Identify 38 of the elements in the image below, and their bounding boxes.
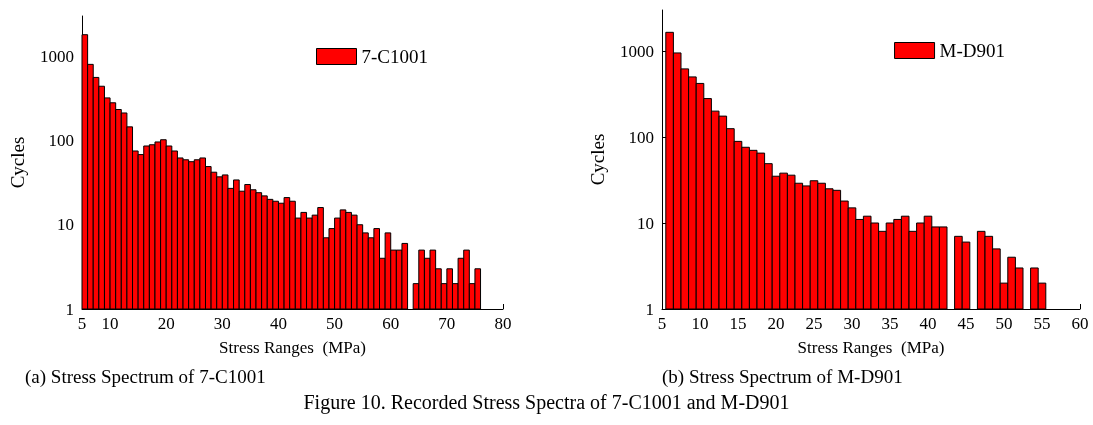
- text: (b) Stress Spectrum of M-D901: [662, 366, 903, 388]
- y-tick-label: 1: [65, 299, 74, 319]
- x-tick-label: 35: [881, 314, 899, 333]
- x-tick-label: 40: [269, 314, 287, 333]
- x-tick-label: 5: [77, 314, 87, 333]
- x-tick-label: 10: [101, 314, 119, 333]
- x-tick-label: 30: [213, 314, 231, 333]
- y-tick-label: 1: [645, 299, 654, 319]
- x-tick-label: 30: [843, 314, 861, 333]
- x-tick-label: 5: [657, 314, 667, 333]
- x-tick-label: 80: [494, 314, 512, 333]
- x-tick-label: 70: [438, 314, 456, 333]
- legend-label: 7-C1001: [361, 46, 428, 67]
- y-axis-title: Cycles: [7, 136, 28, 189]
- caption: Figure 10. Recorded Stress Spectra of 7-C1001 and M-D901: [302, 391, 791, 414]
- x-tick-label: 40: [919, 314, 937, 333]
- y-tick-label: 10: [57, 215, 74, 235]
- x-axis-title: Stress Ranges (MPa): [797, 338, 945, 357]
- y-tick-label: 1000: [620, 41, 654, 61]
- x-tick-label: 50: [995, 314, 1013, 333]
- x-tick-label: 20: [767, 314, 785, 333]
- y-tick-label: 100: [628, 127, 654, 147]
- y-axis-title: Cycles: [587, 133, 608, 186]
- x-tick-label: 55: [1033, 314, 1051, 333]
- x-axis-title: Stress Ranges (MPa): [219, 338, 366, 357]
- legend-label: M-D901: [939, 40, 1006, 61]
- y-tick-label: 10: [637, 213, 654, 233]
- y-tick-label: 1000: [40, 46, 74, 66]
- x-tick-label: 45: [957, 314, 975, 333]
- x-tick-label: 20: [157, 314, 175, 333]
- x-tick-label: 15: [729, 314, 747, 333]
- x-tick-label: 50: [326, 314, 344, 333]
- text: (a) Stress Spectrum of 7-C1001: [25, 366, 266, 388]
- x-tick-label: 25: [805, 314, 823, 333]
- y-tick-label: 100: [48, 130, 74, 150]
- x-tick-label: 60: [1071, 314, 1089, 333]
- x-tick-label: 60: [382, 314, 400, 333]
- x-tick-label: 10: [691, 314, 709, 333]
